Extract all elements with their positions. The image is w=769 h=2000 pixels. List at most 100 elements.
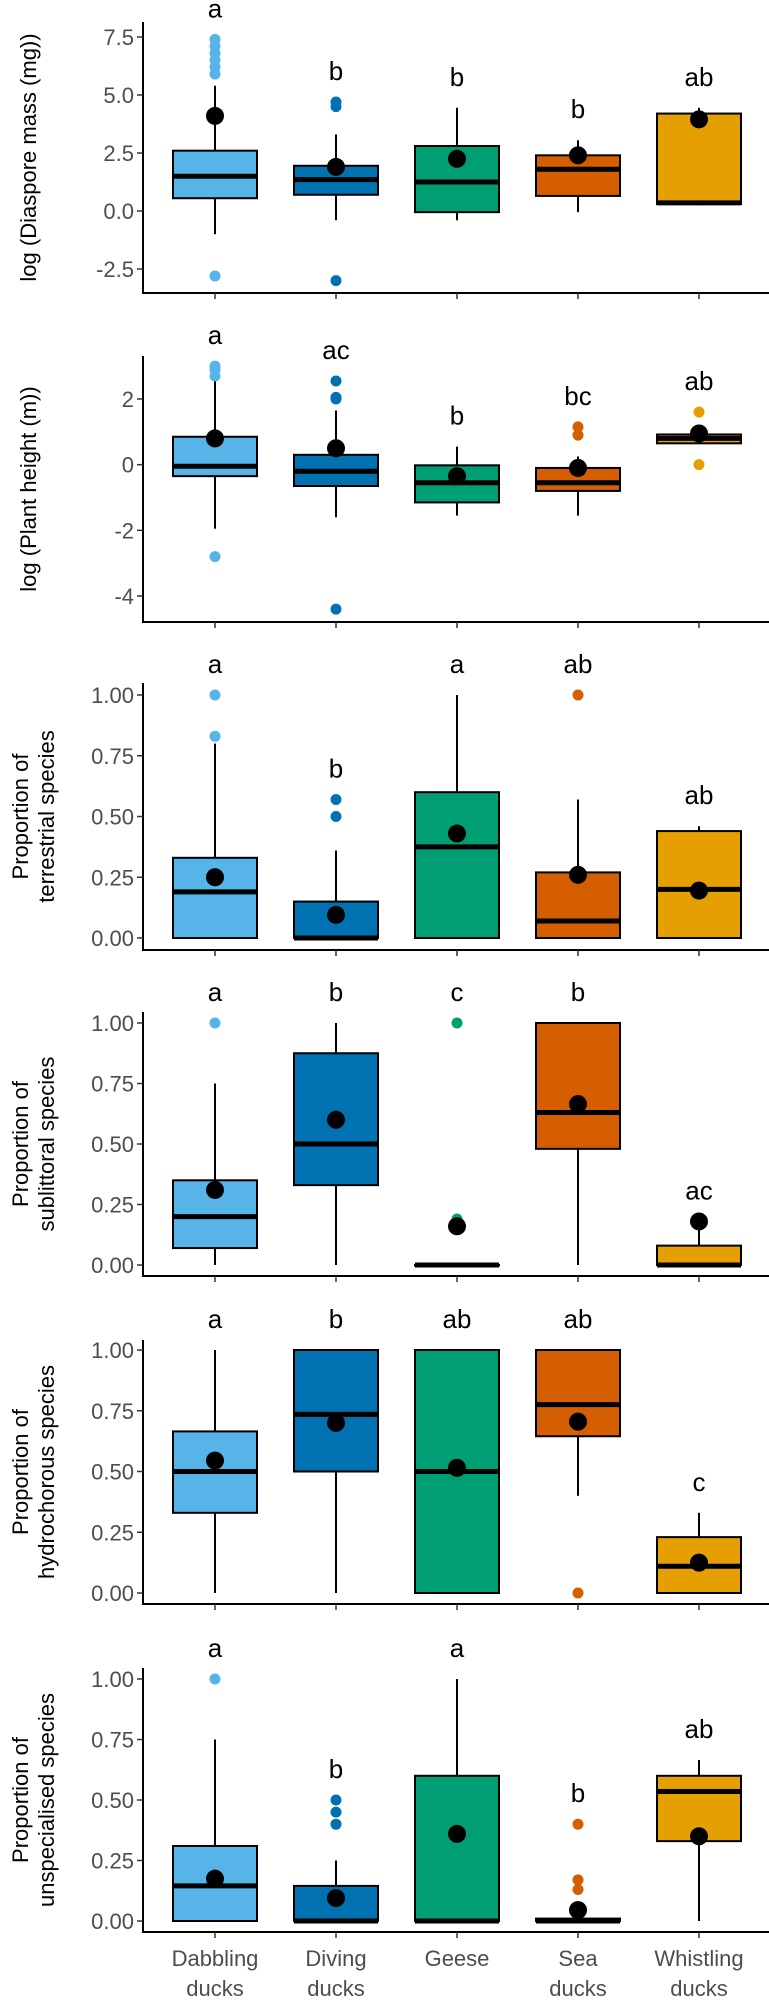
x-category-label: Dabbling [172, 1946, 259, 1971]
y-tick-label: 0.50 [91, 1132, 134, 1157]
mean-point [569, 146, 587, 165]
y-tick-label: -2 [114, 518, 134, 543]
y-tick-label: 0.75 [91, 1399, 134, 1424]
outlier-point [572, 421, 584, 433]
significance-letter: b [329, 977, 343, 1007]
outlier-point [209, 33, 221, 45]
mean-point [206, 1451, 224, 1470]
significance-letter: c [693, 1467, 706, 1497]
y-tick-label: 0.25 [91, 1193, 134, 1218]
box-iqr [656, 1244, 742, 1267]
box-iqr [414, 791, 500, 940]
y-tick-label: -2.5 [96, 257, 134, 282]
y-tick-label: 5.0 [103, 83, 134, 108]
significance-letter: b [571, 977, 585, 1007]
outlier-point [330, 603, 342, 615]
x-category-label: ducks [307, 1976, 364, 2000]
y-tick-label: 7.5 [103, 25, 134, 50]
outlier-point [209, 551, 221, 563]
mean-point [327, 1110, 345, 1129]
significance-letter: b [571, 1778, 585, 1808]
significance-letter: a [208, 1633, 223, 1663]
y-tick-label: 0.75 [91, 1728, 134, 1753]
y-axis-title: Proportion of [8, 753, 33, 880]
significance-letter: ab [685, 62, 714, 92]
mean-point [569, 1412, 587, 1431]
outlier-point [209, 730, 221, 742]
outlier-point [330, 96, 342, 108]
y-tick-label: 0 [122, 453, 134, 478]
outlier-point [330, 811, 342, 822]
y-tick-label: 1.00 [91, 1011, 134, 1036]
significance-letter: b [450, 62, 464, 92]
significance-letter: b [450, 401, 464, 431]
outlier-point [451, 1017, 463, 1029]
y-tick-label: 0.00 [91, 1909, 134, 1934]
mean-point [690, 1827, 708, 1846]
x-category-label: Geese [425, 1946, 490, 1971]
y-axis-title: hydrochorous species [34, 1365, 59, 1579]
outlier-point [572, 689, 584, 701]
outlier-point [572, 1587, 584, 1599]
y-tick-label: -4 [114, 584, 134, 609]
y-tick-label: 0.25 [91, 1849, 134, 1874]
mean-point [569, 865, 587, 884]
mean-point [327, 439, 345, 458]
mean-point [206, 1869, 224, 1888]
outlier-point [330, 1818, 342, 1830]
outlier-point [330, 275, 342, 287]
outlier-point [209, 1017, 221, 1029]
x-category-label: ducks [186, 1976, 243, 2000]
y-tick-label: 0.50 [91, 805, 134, 830]
significance-letter: a [208, 0, 223, 23]
significance-letter: c [451, 977, 464, 1007]
x-category-label: ducks [670, 1976, 727, 2000]
significance-letter: ab [443, 1304, 472, 1334]
y-axis-title: log (Diaspore mass (mg)) [16, 33, 41, 281]
significance-letter: b [329, 56, 343, 86]
y-tick-label: 0.00 [91, 1253, 134, 1278]
mean-point [569, 458, 587, 477]
mean-point [448, 1458, 466, 1477]
y-axis-title: Proportion of [8, 1080, 33, 1207]
significance-letter: b [329, 1304, 343, 1334]
y-tick-label: 0.75 [91, 1072, 134, 1097]
y-tick-label: 0.25 [91, 1520, 134, 1545]
significance-letter: b [329, 1754, 343, 1784]
mean-point [448, 467, 466, 486]
significance-letter: b [329, 753, 343, 783]
x-category-label: Diving [305, 1946, 366, 1971]
mean-point [327, 157, 345, 176]
box-iqr [535, 1022, 621, 1150]
mean-point [327, 1889, 345, 1908]
significance-letter: ab [564, 1304, 593, 1334]
y-axis-title: sublittoral species [34, 1057, 59, 1232]
y-tick-label: 0.50 [91, 1788, 134, 1813]
outlier-point [209, 689, 221, 701]
mean-point [569, 1095, 587, 1114]
significance-letter: ab [564, 649, 593, 679]
outlier-point [330, 1794, 342, 1806]
significance-letter: a [208, 320, 223, 350]
mean-point [569, 1901, 587, 1920]
y-tick-label: 1.00 [91, 683, 134, 708]
outlier-point [330, 375, 342, 387]
significance-letter: a [450, 649, 465, 679]
y-tick-label: 1.00 [91, 1338, 134, 1363]
significance-letter: ab [685, 1714, 714, 1744]
x-category-label: ducks [549, 1976, 606, 2000]
mean-point [690, 110, 708, 129]
outlier-point [330, 391, 342, 403]
significance-letter: a [208, 977, 223, 1007]
y-tick-label: 0.50 [91, 1460, 134, 1485]
significance-letter: b [571, 94, 585, 124]
mean-point [206, 429, 224, 448]
y-tick-label: 0.25 [91, 865, 134, 890]
y-tick-label: 0.0 [103, 199, 134, 224]
box-iqr [414, 1774, 500, 1923]
mean-point [448, 1824, 466, 1843]
mean-point [448, 149, 466, 168]
significance-letter: a [208, 1304, 223, 1334]
x-category-label: Sea [558, 1946, 598, 1971]
